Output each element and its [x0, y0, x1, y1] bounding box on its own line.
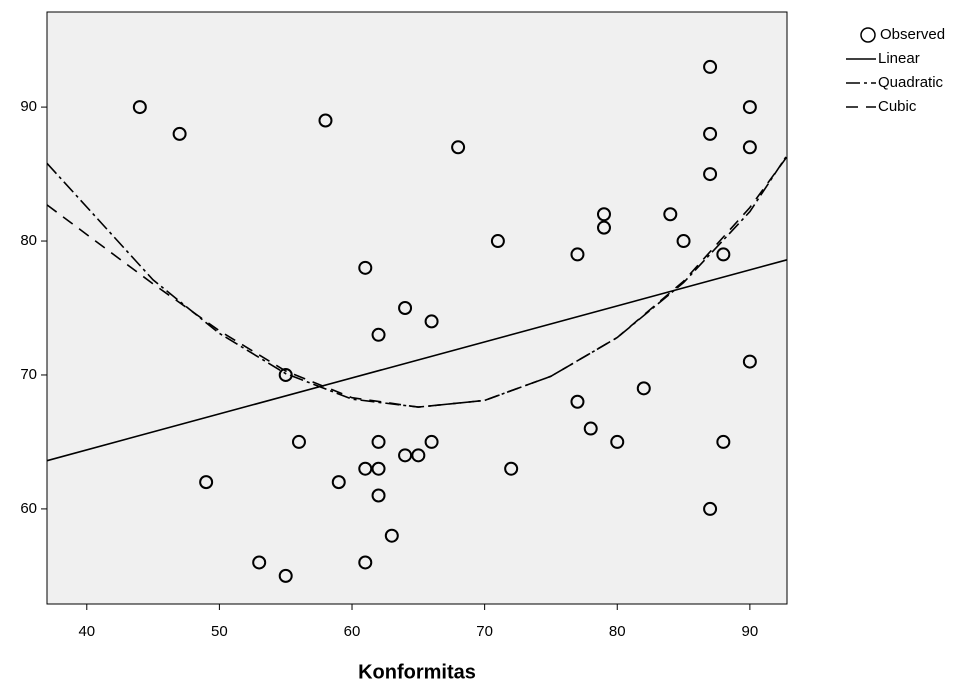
x-tick-label: 40: [78, 623, 95, 640]
legend-marker: [860, 27, 876, 43]
data-point: [663, 207, 678, 222]
fit-line: [46, 156, 788, 408]
legend-label: Cubic: [878, 98, 917, 115]
data-point: [703, 59, 718, 74]
y-tick-label: 70: [20, 366, 37, 383]
data-point: [318, 113, 333, 128]
fit-line: [46, 154, 788, 408]
data-point: [291, 434, 306, 449]
legend-label: Observed: [880, 26, 945, 43]
x-tick-label: 80: [609, 623, 626, 640]
data-point: [610, 434, 625, 449]
x-tick-label: 60: [344, 623, 361, 640]
data-point: [742, 100, 757, 115]
y-tick-label: 80: [20, 232, 37, 249]
data-point: [252, 555, 267, 570]
data-point: [451, 140, 466, 155]
data-point: [703, 126, 718, 141]
data-point: [358, 555, 373, 570]
data-point: [424, 434, 439, 449]
fit-line: [46, 259, 788, 462]
data-point: [278, 367, 293, 382]
data-point: [398, 448, 413, 463]
data-point: [570, 247, 585, 262]
data-point: [371, 327, 386, 342]
x-tick-label: 50: [211, 623, 228, 640]
data-point: [490, 234, 505, 249]
data-point: [570, 394, 585, 409]
data-point: [636, 381, 651, 396]
data-point: [371, 488, 386, 503]
y-tick-label: 60: [20, 500, 37, 517]
data-point: [596, 207, 611, 222]
y-tick-label: 90: [20, 98, 37, 115]
data-point: [278, 568, 293, 583]
data-point: [358, 461, 373, 476]
data-point: [411, 448, 426, 463]
data-point: [371, 434, 386, 449]
data-point: [596, 220, 611, 235]
data-point: [742, 140, 757, 155]
data-point: [398, 301, 413, 315]
data-point: [676, 234, 691, 249]
data-point: [716, 434, 731, 449]
data-point: [199, 475, 214, 490]
data-point: [424, 314, 439, 329]
data-point: [703, 167, 718, 182]
data-point: [358, 260, 373, 275]
data-point: [716, 247, 731, 262]
data-point: [371, 461, 386, 476]
legend-label: Linear: [878, 50, 920, 67]
x-tick-label: 90: [742, 623, 759, 640]
x-tick-label: 70: [476, 623, 493, 640]
data-point: [504, 461, 519, 476]
legend-label: Quadratic: [878, 74, 944, 91]
plot-area: [46, 11, 788, 605]
data-point: [583, 421, 598, 436]
data-point: [132, 100, 147, 115]
data-point: [172, 126, 187, 141]
data-point: [742, 354, 757, 369]
data-point: [703, 501, 718, 516]
data-point: [331, 475, 346, 490]
x-axis-label: Konformitas: [358, 661, 476, 683]
data-point: [384, 528, 399, 543]
